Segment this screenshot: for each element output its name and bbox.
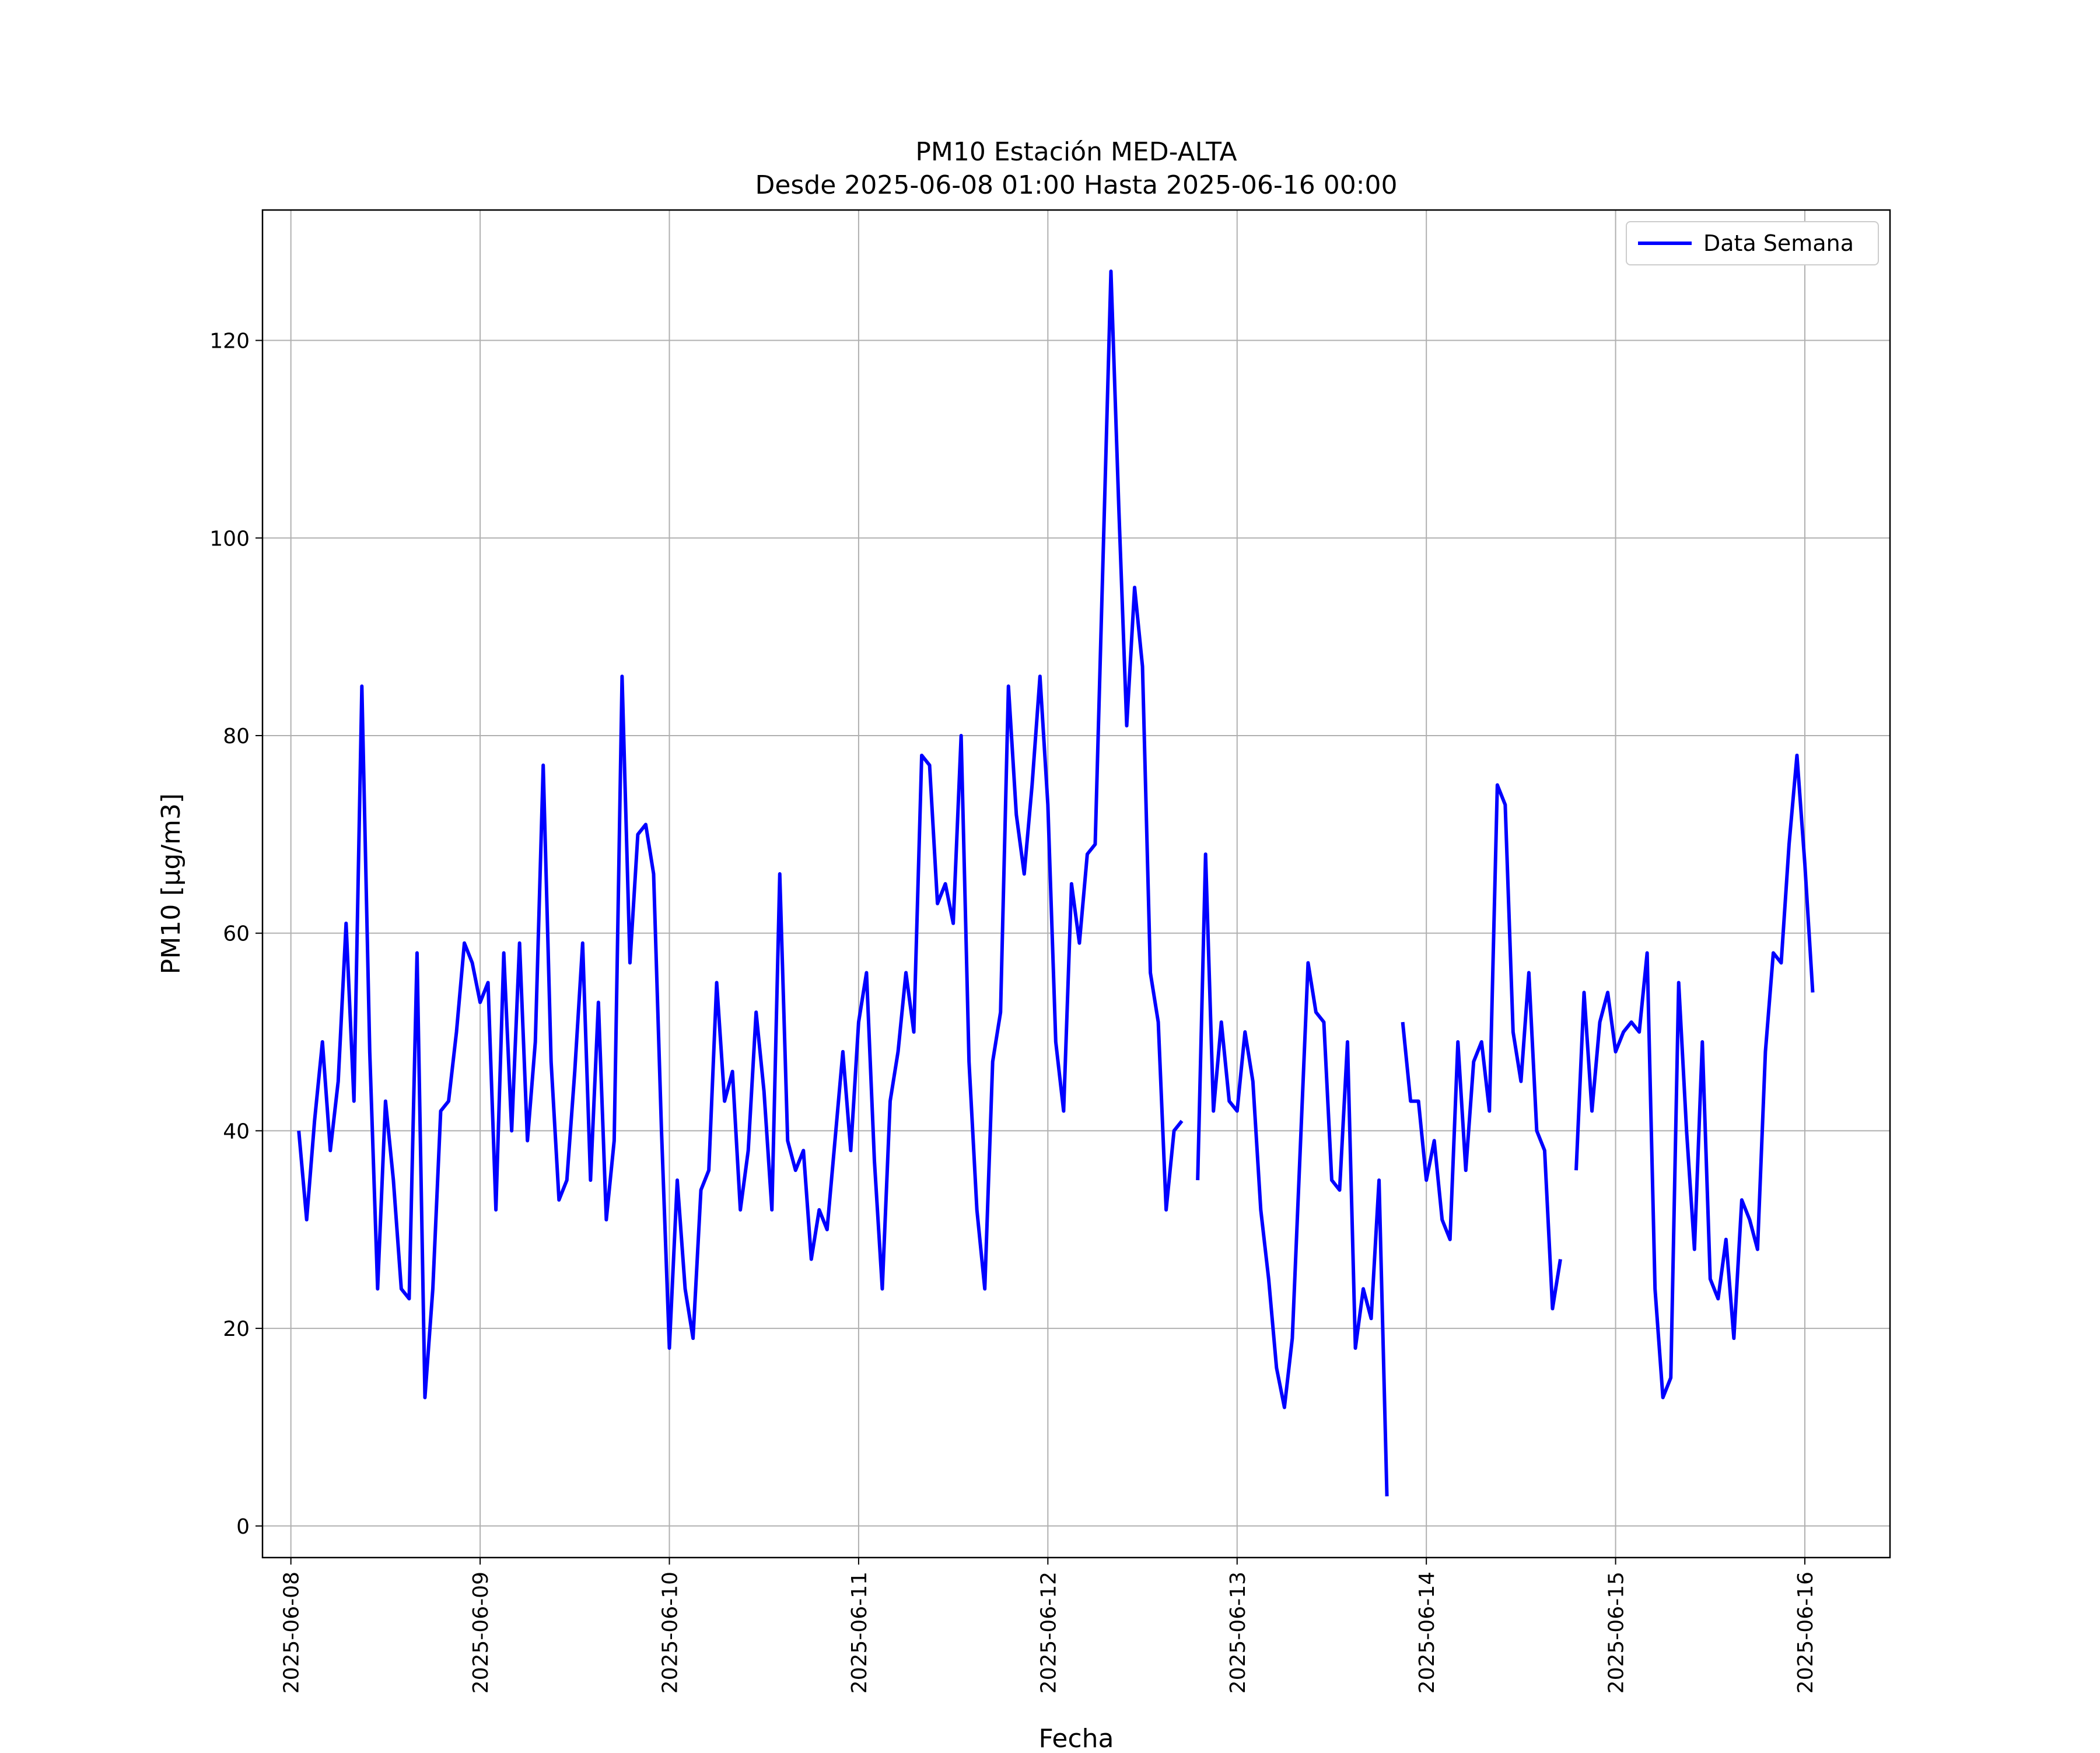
x-tick-label: 2025-06-11 (848, 1572, 872, 1693)
x-tick-label: 2025-06-14 (1415, 1572, 1439, 1693)
legend-label: Data Semana (1703, 230, 1854, 256)
x-tick-label: 2025-06-08 (280, 1572, 304, 1693)
chart-subtitle: Desde 2025-06-08 01:00 Hasta 2025-06-16 … (755, 170, 1397, 200)
x-tick-label: 2025-06-09 (469, 1572, 493, 1693)
y-tick-label: 0 (236, 1515, 250, 1539)
grid-layer (262, 210, 1890, 1558)
x-tick-label: 2025-06-10 (659, 1572, 682, 1693)
chart-title: PM10 Estación MED-ALTA (915, 137, 1237, 167)
y-tick-label: 40 (223, 1119, 250, 1143)
y-tick-label: 100 (209, 527, 250, 551)
y-tick-label: 120 (209, 330, 250, 354)
x-tick-label: 2025-06-12 (1037, 1572, 1060, 1693)
y-axis-label: PM10 [μg/m3] (156, 793, 186, 974)
x-tick-label: 2025-06-16 (1794, 1572, 1818, 1693)
x-tick-label: 2025-06-13 (1226, 1572, 1250, 1693)
tick-layer: 2025-06-08 2025-06-09 2025-06-10 2025-06-11… (209, 330, 1818, 1694)
series-layer (297, 270, 1815, 1497)
y-tick-label: 20 (223, 1317, 250, 1341)
legend-box (1626, 221, 1879, 265)
series-line-data-semana (297, 270, 1815, 1497)
y-tick-label: 80 (223, 725, 250, 748)
x-tick-label: 2025-06-15 (1605, 1572, 1629, 1693)
y-tick-label: 60 (223, 922, 250, 946)
x-axis-label: Fecha (1038, 1724, 1114, 1750)
legend: Data Semana (1626, 221, 1879, 265)
axes-frame (261, 209, 1891, 1559)
